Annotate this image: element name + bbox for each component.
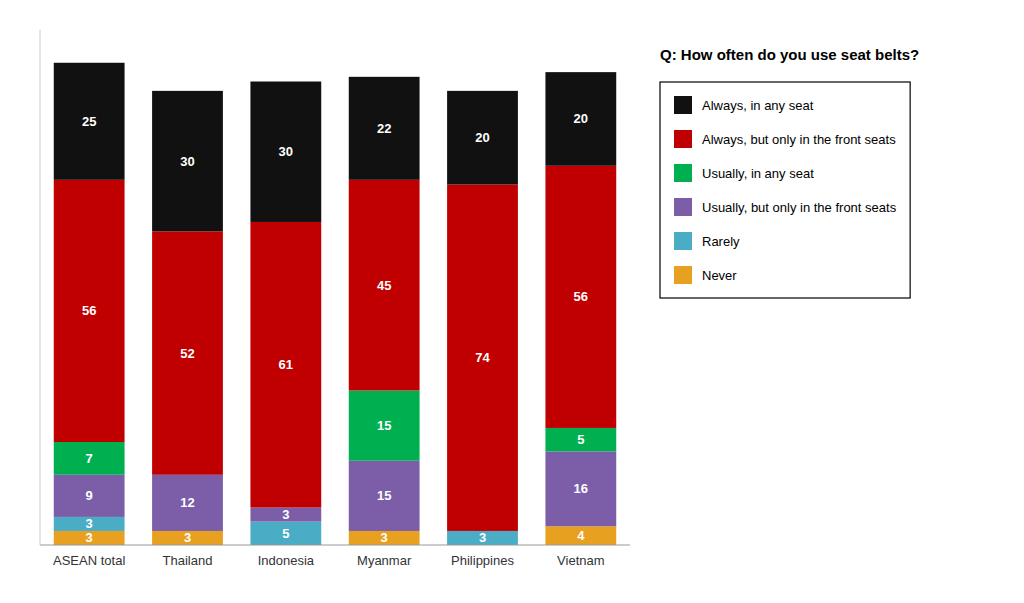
x-tick-label: Vietnam [557,553,604,568]
y-axis-line [40,30,41,545]
x-tick-label: ASEAN total [53,553,125,568]
data-label: 3 [282,507,289,522]
data-label: 30 [180,154,194,169]
bar-segment [349,77,420,180]
data-label: 5 [577,432,584,447]
data-label: 52 [180,346,194,361]
bar-segment [545,166,616,428]
data-label: 9 [86,488,93,503]
data-label: 25 [82,114,96,129]
data-label: 7 [86,451,93,466]
annotation: Q: How often do you use seat belts? [660,46,919,63]
bar-segment [447,91,518,185]
bar-segment [545,526,616,545]
legend-label: Always, in any seat [702,98,814,113]
data-label: 20 [574,111,588,126]
data-label: 3 [479,530,486,545]
bar-segment [349,180,420,391]
bars [54,63,616,545]
bar-segment [250,508,321,522]
bar-segment [54,531,125,545]
legend-swatch [674,164,692,182]
x-tick-label: Philippines [451,553,514,568]
data-label: 20 [475,130,489,145]
data-label: 74 [475,350,490,365]
data-label: 3 [381,530,388,545]
bar-segment [250,82,321,222]
data-label: 56 [574,289,588,304]
data-label: 15 [377,418,391,433]
bar-segment [250,222,321,508]
bar-segment [152,475,223,531]
bar-segment [152,231,223,474]
data-label: 3 [86,516,93,531]
bar-segment [54,475,125,517]
x-tick-label: Indonesia [258,553,315,568]
data-label: 22 [377,121,391,136]
legend-swatch [674,266,692,284]
data-label: 12 [180,495,194,510]
bar-segment [152,531,223,545]
bar-segment [54,442,125,475]
legend-label: Never [702,268,737,283]
data-label: 5 [282,526,289,541]
bar-segment [545,451,616,526]
bar-segment [349,391,420,461]
bar-segment [545,428,616,451]
data-label: 61 [279,357,293,372]
bar-segment [152,91,223,231]
data-labels: 3334353912315167155565261457456253030222… [82,111,588,545]
legend-label: Usually, but only in the front seats [702,200,897,215]
bar-segment [349,531,420,545]
legend-frame [660,82,910,298]
data-label: 4 [577,528,585,543]
bar-segment [545,72,616,166]
bar-segment [447,185,518,531]
bar-segment [447,531,518,545]
legend-swatch [674,130,692,148]
data-label: 3 [86,530,93,545]
legend-swatch [674,198,692,216]
bar-segment [349,461,420,531]
x-tick-label: Myanmar [357,553,412,568]
bar-segment [250,522,321,545]
legend-label: Usually, in any seat [702,166,814,181]
legend-swatch [674,232,692,250]
data-label: 56 [82,303,96,318]
data-label: 30 [279,144,293,159]
bar-segment [54,63,125,180]
legend-swatch [674,96,692,114]
chart: 3334353912315167155565261457456253030222… [0,0,1024,603]
x-tick-label: Thailand [163,553,213,568]
legend-label: Always, but only in the front seats [702,132,896,147]
x-axis-line [40,545,630,546]
bar-segment [54,517,125,531]
data-label: 45 [377,278,391,293]
legend-label: Rarely [702,234,740,249]
legend: Always, in any seat Always, but only in t… [660,82,910,298]
data-label: 16 [574,481,588,496]
data-label: 15 [377,488,391,503]
bar-segment [54,180,125,442]
data-label: 3 [184,530,191,545]
